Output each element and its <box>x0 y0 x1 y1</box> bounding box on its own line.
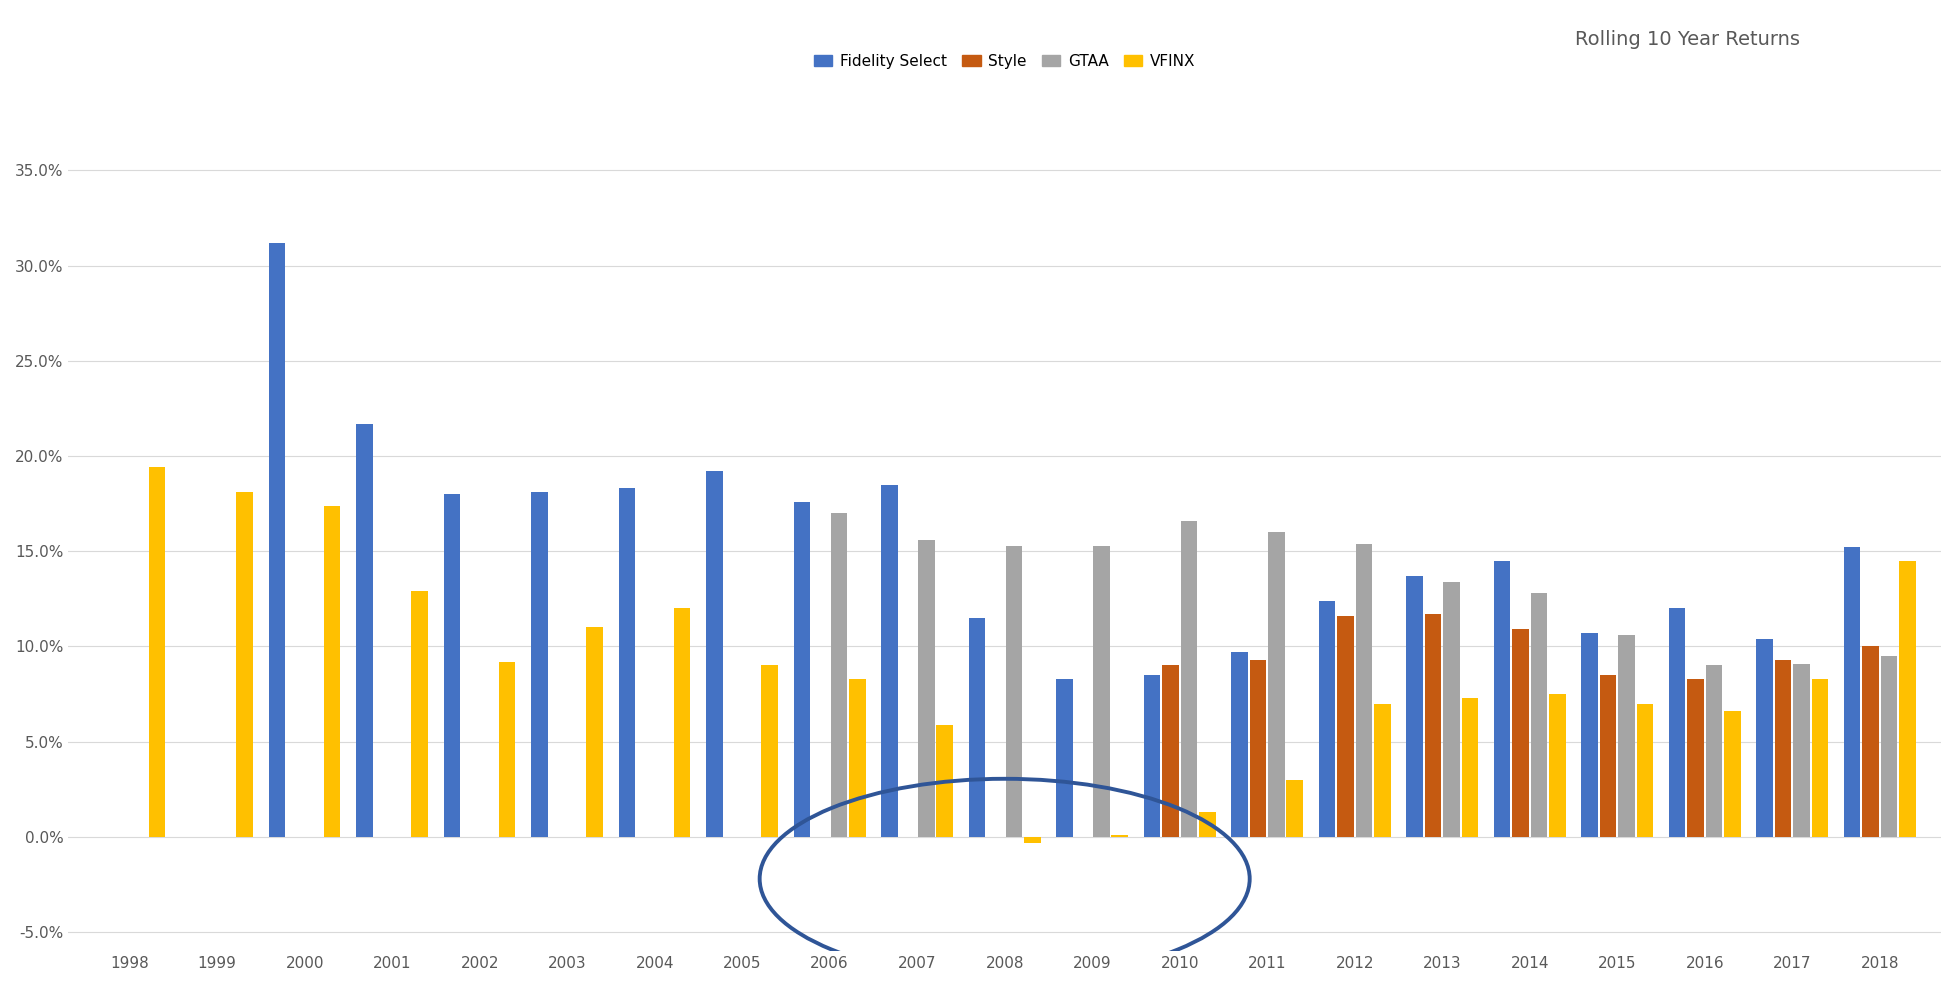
Bar <box>1879 656 1896 837</box>
Bar <box>1460 698 1478 837</box>
Bar <box>1548 694 1564 837</box>
Bar <box>1443 582 1458 837</box>
Bar <box>1861 647 1879 837</box>
Bar <box>760 666 778 837</box>
Bar <box>1024 837 1040 843</box>
Bar <box>1337 616 1353 837</box>
Bar <box>1687 678 1703 837</box>
Bar <box>1005 545 1022 837</box>
Bar <box>1406 576 1421 837</box>
Bar <box>1617 635 1634 837</box>
Bar <box>1372 704 1390 837</box>
Bar <box>968 618 985 837</box>
Bar <box>1318 600 1335 837</box>
Bar <box>1844 547 1859 837</box>
Bar <box>444 494 459 837</box>
Bar <box>1144 675 1159 837</box>
Bar <box>1181 521 1196 837</box>
Bar <box>411 592 428 837</box>
Bar <box>532 492 547 837</box>
Bar <box>1722 711 1740 837</box>
Bar <box>325 506 340 837</box>
Bar <box>618 488 635 837</box>
Bar <box>831 513 847 837</box>
Bar <box>1511 629 1529 837</box>
Bar <box>1810 678 1828 837</box>
Bar <box>1793 664 1808 837</box>
Bar <box>1494 561 1509 837</box>
Bar <box>882 484 897 837</box>
Bar <box>1636 704 1652 837</box>
Bar <box>1898 561 1914 837</box>
Bar <box>268 243 285 837</box>
Bar <box>848 678 864 837</box>
Bar <box>917 539 934 837</box>
Bar <box>1232 652 1247 837</box>
Bar <box>1110 835 1128 837</box>
Bar <box>1423 614 1441 837</box>
Bar <box>674 608 690 837</box>
Bar <box>1531 594 1546 837</box>
Bar <box>1355 543 1372 837</box>
Bar <box>1267 532 1284 837</box>
Bar <box>1056 678 1073 837</box>
Bar <box>1773 660 1791 837</box>
Bar <box>1286 780 1302 837</box>
Bar <box>237 492 252 837</box>
Bar <box>936 725 952 837</box>
Bar <box>356 424 373 837</box>
Bar <box>1756 639 1771 837</box>
Bar <box>149 467 166 837</box>
Bar <box>794 502 809 837</box>
Bar <box>1599 675 1615 837</box>
Bar <box>1161 666 1179 837</box>
Bar <box>1093 545 1108 837</box>
Bar <box>1705 666 1720 837</box>
Bar <box>499 662 516 837</box>
Bar <box>1668 608 1685 837</box>
Bar <box>1249 660 1265 837</box>
Legend: Fidelity Select, Style, GTAA, VFINX: Fidelity Select, Style, GTAA, VFINX <box>807 47 1200 75</box>
Bar <box>1580 633 1597 837</box>
Bar <box>586 627 602 837</box>
Text: Rolling 10 Year Returns: Rolling 10 Year Returns <box>1574 30 1799 48</box>
Bar <box>706 471 723 837</box>
Bar <box>1198 812 1214 837</box>
